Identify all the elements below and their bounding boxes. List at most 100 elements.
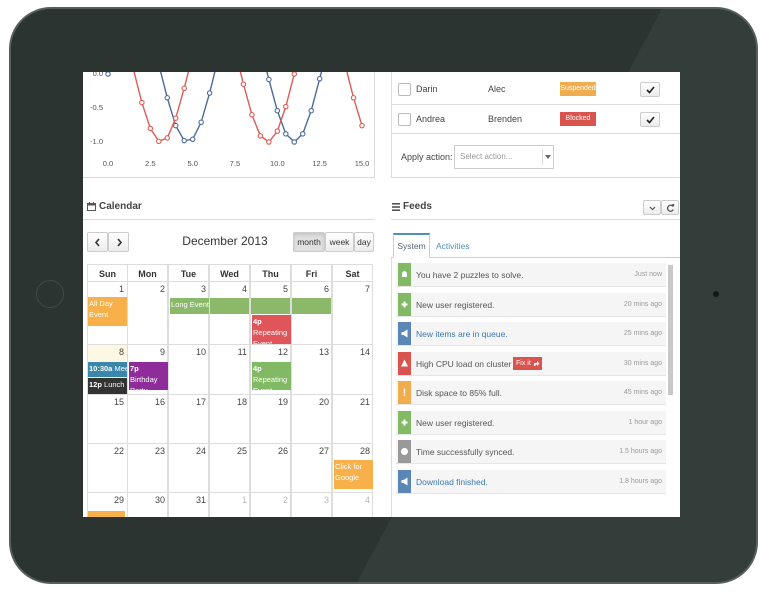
feed-icon-glyph [401, 329, 408, 338]
day-number: 25 [236, 446, 247, 456]
feed-time: 45 mins ago [623, 389, 662, 396]
tab-active[interactable]: System [393, 233, 430, 258]
data-point [181, 85, 187, 92]
calendar-event[interactable]: 12p Lunch [88, 378, 127, 394]
action-select[interactable]: Select action... [454, 145, 554, 169]
feed-icon-glyph [401, 301, 408, 307]
data-point [164, 95, 171, 101]
icon-shape [401, 359, 408, 366]
day-cell [127, 492, 168, 517]
icon-shape [401, 419, 408, 425]
month-title: December 2013 [182, 234, 268, 248]
weekday-header: Mon [127, 264, 168, 282]
feed-time: Just now [634, 271, 662, 278]
arrow-shape [533, 360, 540, 366]
feed-text: Disk space to 85% full. [416, 388, 502, 398]
feeds-title: Feeds [403, 201, 432, 212]
data-point [274, 128, 281, 134]
feed-icon [398, 381, 411, 404]
first-name: Darin [416, 84, 438, 94]
event-time: 4p [253, 364, 262, 373]
icon-shape [403, 388, 406, 396]
data-point [350, 95, 357, 101]
feed-time: 1 hour ago [628, 418, 662, 426]
select-divider [542, 149, 543, 165]
data-point [156, 138, 162, 145]
x-tick-label: 15.0 [355, 159, 370, 168]
calendar-event[interactable]: Click for Google [334, 460, 373, 489]
feed-icon [398, 469, 411, 493]
fix-badge[interactable]: Fix it [513, 356, 542, 370]
x-tick-label: 2.5 [145, 159, 155, 168]
apply-action-label: Apply action: [401, 152, 453, 162]
day-number: 8 [118, 347, 124, 357]
check-mark [646, 116, 655, 124]
day-number: 11 [237, 347, 247, 357]
weekday-header: Tue [168, 264, 209, 282]
data-point [164, 135, 171, 141]
day-number: 27 [318, 446, 329, 456]
y-tick-label: -0.5 [90, 103, 103, 112]
day-number: 10 [195, 347, 206, 357]
event-title: Lunch [104, 380, 125, 389]
event-title: Repeating Event [253, 328, 288, 344]
calendar-event[interactable]: 4p Repeating Event [252, 315, 291, 344]
calendar-event[interactable]: All Day Event [88, 297, 127, 326]
calendar-event[interactable]: 7p Birthday Party [129, 362, 168, 390]
day-cell [291, 492, 332, 517]
calendar-event[interactable]: 4p Repeating Event [252, 362, 291, 390]
day-cell [250, 492, 291, 517]
calendar-title: Calendar [99, 201, 142, 212]
calendar-event[interactable]: 10:30a Meet [88, 362, 127, 377]
feed-text: New items are in queue. [416, 329, 508, 339]
data-point [240, 81, 247, 87]
prev-button[interactable] [87, 232, 108, 252]
data-point [139, 99, 145, 106]
check-icon [646, 86, 655, 94]
data-point [147, 125, 154, 132]
data-point [283, 131, 289, 137]
day-number: 13 [318, 347, 329, 357]
row-checkbox[interactable] [398, 113, 411, 126]
last-name: Alec [488, 84, 506, 94]
day-number: 18 [236, 397, 247, 407]
row-checkbox[interactable] [398, 83, 411, 96]
day-number: 24 [195, 446, 206, 456]
day-number: 12 [277, 347, 288, 357]
view-button-label: month [297, 237, 321, 247]
data-point [189, 136, 196, 143]
series-line [133, 72, 363, 143]
check-icon [646, 116, 655, 124]
view-button[interactable]: month [293, 232, 325, 252]
collapse-button[interactable] [643, 200, 661, 215]
data-point [299, 131, 306, 137]
row-divider [392, 133, 680, 134]
tab-label[interactable]: Activities [436, 241, 470, 251]
day-number: 6 [323, 284, 329, 294]
next-button[interactable] [108, 232, 129, 252]
day-cell [168, 492, 209, 517]
day-number: 29 [113, 495, 124, 505]
refresh-button[interactable] [661, 200, 679, 215]
feed-item: New user registered. 1 hour ago [396, 410, 666, 435]
feed-icon-glyph [401, 477, 408, 485]
event-title: Repeating Event [253, 375, 288, 390]
feed-icon-glyph [403, 388, 406, 396]
day-number: 9 [159, 347, 165, 357]
day-number: 2 [159, 284, 165, 294]
view-button[interactable]: day [354, 232, 374, 252]
data-point [291, 139, 298, 145]
day-number: 19 [277, 397, 288, 407]
check-button[interactable] [640, 112, 660, 127]
day-number: 28 [359, 446, 370, 456]
feed-icon [398, 263, 411, 286]
x-tick-label: 10.0 [270, 159, 285, 168]
event-title: All Day Event [89, 299, 113, 319]
data-point [266, 139, 272, 145]
icon-shape [401, 301, 408, 307]
event-time: 10:30a [89, 364, 113, 373]
day-number: 5 [282, 284, 288, 294]
day-number: 4 [364, 495, 370, 505]
check-button[interactable] [640, 82, 660, 97]
view-button[interactable]: week [325, 232, 354, 252]
